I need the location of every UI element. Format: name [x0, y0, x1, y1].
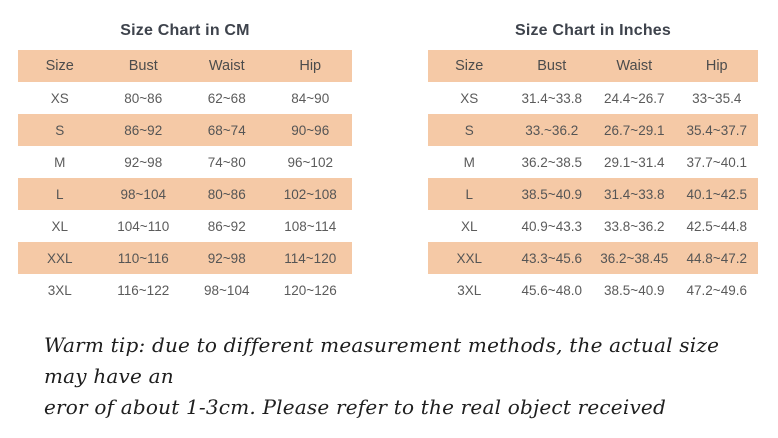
table-row: L 38.5~40.9 31.4~33.8 40.1~42.5: [428, 178, 758, 210]
column-header: Waist: [185, 50, 269, 82]
table-row: XXL 110~116 92~98 114~120: [18, 242, 352, 274]
table-cell: 40.9~43.3: [521, 218, 582, 234]
header-row: Size Bust Waist Hip: [428, 50, 758, 82]
table-cell: S: [428, 114, 511, 146]
table-cell: 44.8~47.2: [675, 242, 758, 274]
table-cell: 35.4~37.7: [675, 114, 758, 146]
table-row: 3XL 116~122 98~104 120~126: [18, 274, 352, 306]
table-row: XS 31.4~33.8 24.4~26.7 33~35.4: [428, 82, 758, 114]
table-cell: 3XL: [47, 282, 72, 298]
table-cell: 47.2~49.6: [686, 282, 747, 298]
column-header: Bust: [510, 50, 593, 82]
table-cell: 31.4~33.8: [521, 90, 582, 106]
table-cell: 3XL: [457, 282, 482, 298]
column-header: Size: [18, 50, 102, 82]
table-cell: 38.5~40.9: [604, 282, 665, 298]
table-cell: 90~96: [268, 114, 352, 146]
size-chart-inches-title: Size Chart in Inches: [514, 22, 672, 39]
table-cell: 104~110: [117, 218, 170, 234]
table-cell: 68~74: [185, 114, 269, 146]
size-table-inches-body: XS 31.4~33.8 24.4~26.7 33~35.4 S 33.~36.2 26.7…: [428, 82, 758, 306]
table-cell: 29.1~31.4: [604, 154, 665, 170]
table-cell: 42.5~44.8: [686, 218, 747, 234]
table-cell: 92~98: [185, 242, 269, 274]
table-cell: 36.2~38.5: [521, 154, 582, 170]
table-row: 3XL 45.6~48.0 38.5~40.9 47.2~49.6: [428, 274, 758, 306]
table-cell: 33.~36.2: [510, 114, 593, 146]
table-cell: M: [463, 154, 475, 170]
table-row: M 92~98 74~80 96~102: [18, 146, 352, 178]
table-cell: XL: [460, 218, 478, 234]
table-row: XL 40.9~43.3 33.8~36.2 42.5~44.8: [428, 210, 758, 242]
warm-tip-line1: Warm tip: due to different measurement m…: [44, 333, 720, 388]
column-header: Waist: [593, 50, 676, 82]
table-cell: XS: [460, 90, 479, 106]
column-header: Hip: [268, 50, 352, 82]
table-cell: 98~104: [204, 282, 250, 298]
table-cell: XL: [51, 218, 68, 234]
table-cell: 45.6~48.0: [521, 282, 582, 298]
table-cell: 24.4~26.7: [604, 90, 665, 106]
size-chart-cm-title: Size Chart in CM: [120, 22, 250, 39]
table-cell: 31.4~33.8: [593, 178, 676, 210]
table-cell: 33.8~36.2: [604, 218, 665, 234]
table-cell: 80~86: [185, 178, 269, 210]
table-cell: 62~68: [207, 90, 246, 106]
size-chart-cm-section: Size Chart in CM Size Bust Waist Hip XS 80~8…: [18, 22, 352, 306]
column-header: Bust: [101, 50, 185, 82]
table-row: M 36.2~38.5 29.1~31.4 37.7~40.1: [428, 146, 758, 178]
size-table-cm-header: Size Bust Waist Hip: [18, 50, 352, 82]
table-row: S 33.~36.2 26.7~29.1 35.4~37.7: [428, 114, 758, 146]
table-row: S 86~92 68~74 90~96: [18, 114, 352, 146]
size-table-inches-header: Size Bust Waist Hip: [428, 50, 758, 82]
table-row: XS 80~86 62~68 84~90: [18, 82, 352, 114]
table-cell: 84~90: [291, 90, 330, 106]
table-cell: 92~98: [124, 154, 163, 170]
table-cell: L: [18, 178, 102, 210]
table-cell: 38.5~40.9: [510, 178, 593, 210]
table-cell: M: [54, 154, 66, 170]
table-cell: 98~104: [101, 178, 185, 210]
size-chart-inches-section: Size Chart in Inches Size Bust Waist Hip XS…: [428, 22, 758, 306]
header-row: Size Bust Waist Hip: [18, 50, 352, 82]
warm-tip-line2: eror of about 1-3cm. Please refer to the…: [44, 395, 666, 419]
table-cell: 110~116: [101, 242, 185, 274]
column-header: Hip: [675, 50, 758, 82]
table-cell: 108~114: [284, 218, 337, 234]
table-cell: L: [428, 178, 511, 210]
size-table-cm: Size Bust Waist Hip XS 80~86 62~68 84~90 S 86~92…: [18, 50, 352, 306]
table-cell: 33~35.4: [692, 90, 742, 106]
table-cell: 36.2~38.45: [593, 242, 676, 274]
table-cell: 114~120: [268, 242, 352, 274]
table-cell: S: [18, 114, 102, 146]
table-row: L 98~104 80~86 102~108: [18, 178, 352, 210]
column-header: Size: [428, 50, 511, 82]
size-table-inches: Size Bust Waist Hip XS 31.4~33.8 24.4~26.7 33~…: [428, 50, 758, 306]
table-cell: 40.1~42.5: [675, 178, 758, 210]
size-table-cm-body: XS 80~86 62~68 84~90 S 86~92 68~74 90~96 M 92~98 7…: [18, 82, 352, 306]
table-cell: 37.7~40.1: [686, 154, 747, 170]
table-cell: XXL: [428, 242, 511, 274]
table-cell: 86~92: [101, 114, 185, 146]
table-row: XXL 43.3~45.6 36.2~38.45 44.8~47.2: [428, 242, 758, 274]
table-cell: XS: [50, 90, 69, 106]
table-row: XL 104~110 86~92 108~114: [18, 210, 352, 242]
table-cell: 26.7~29.1: [593, 114, 676, 146]
table-cell: 86~92: [207, 218, 246, 234]
table-cell: XXL: [18, 242, 102, 274]
table-cell: 43.3~45.6: [510, 242, 593, 274]
warm-tip-note: Warm tip: due to different measurement m…: [44, 330, 754, 423]
table-cell: 74~80: [207, 154, 246, 170]
table-cell: 120~126: [283, 282, 337, 298]
table-cell: 102~108: [268, 178, 352, 210]
table-cell: 116~122: [117, 282, 170, 298]
table-cell: 96~102: [287, 154, 333, 170]
table-cell: 80~86: [124, 90, 163, 106]
